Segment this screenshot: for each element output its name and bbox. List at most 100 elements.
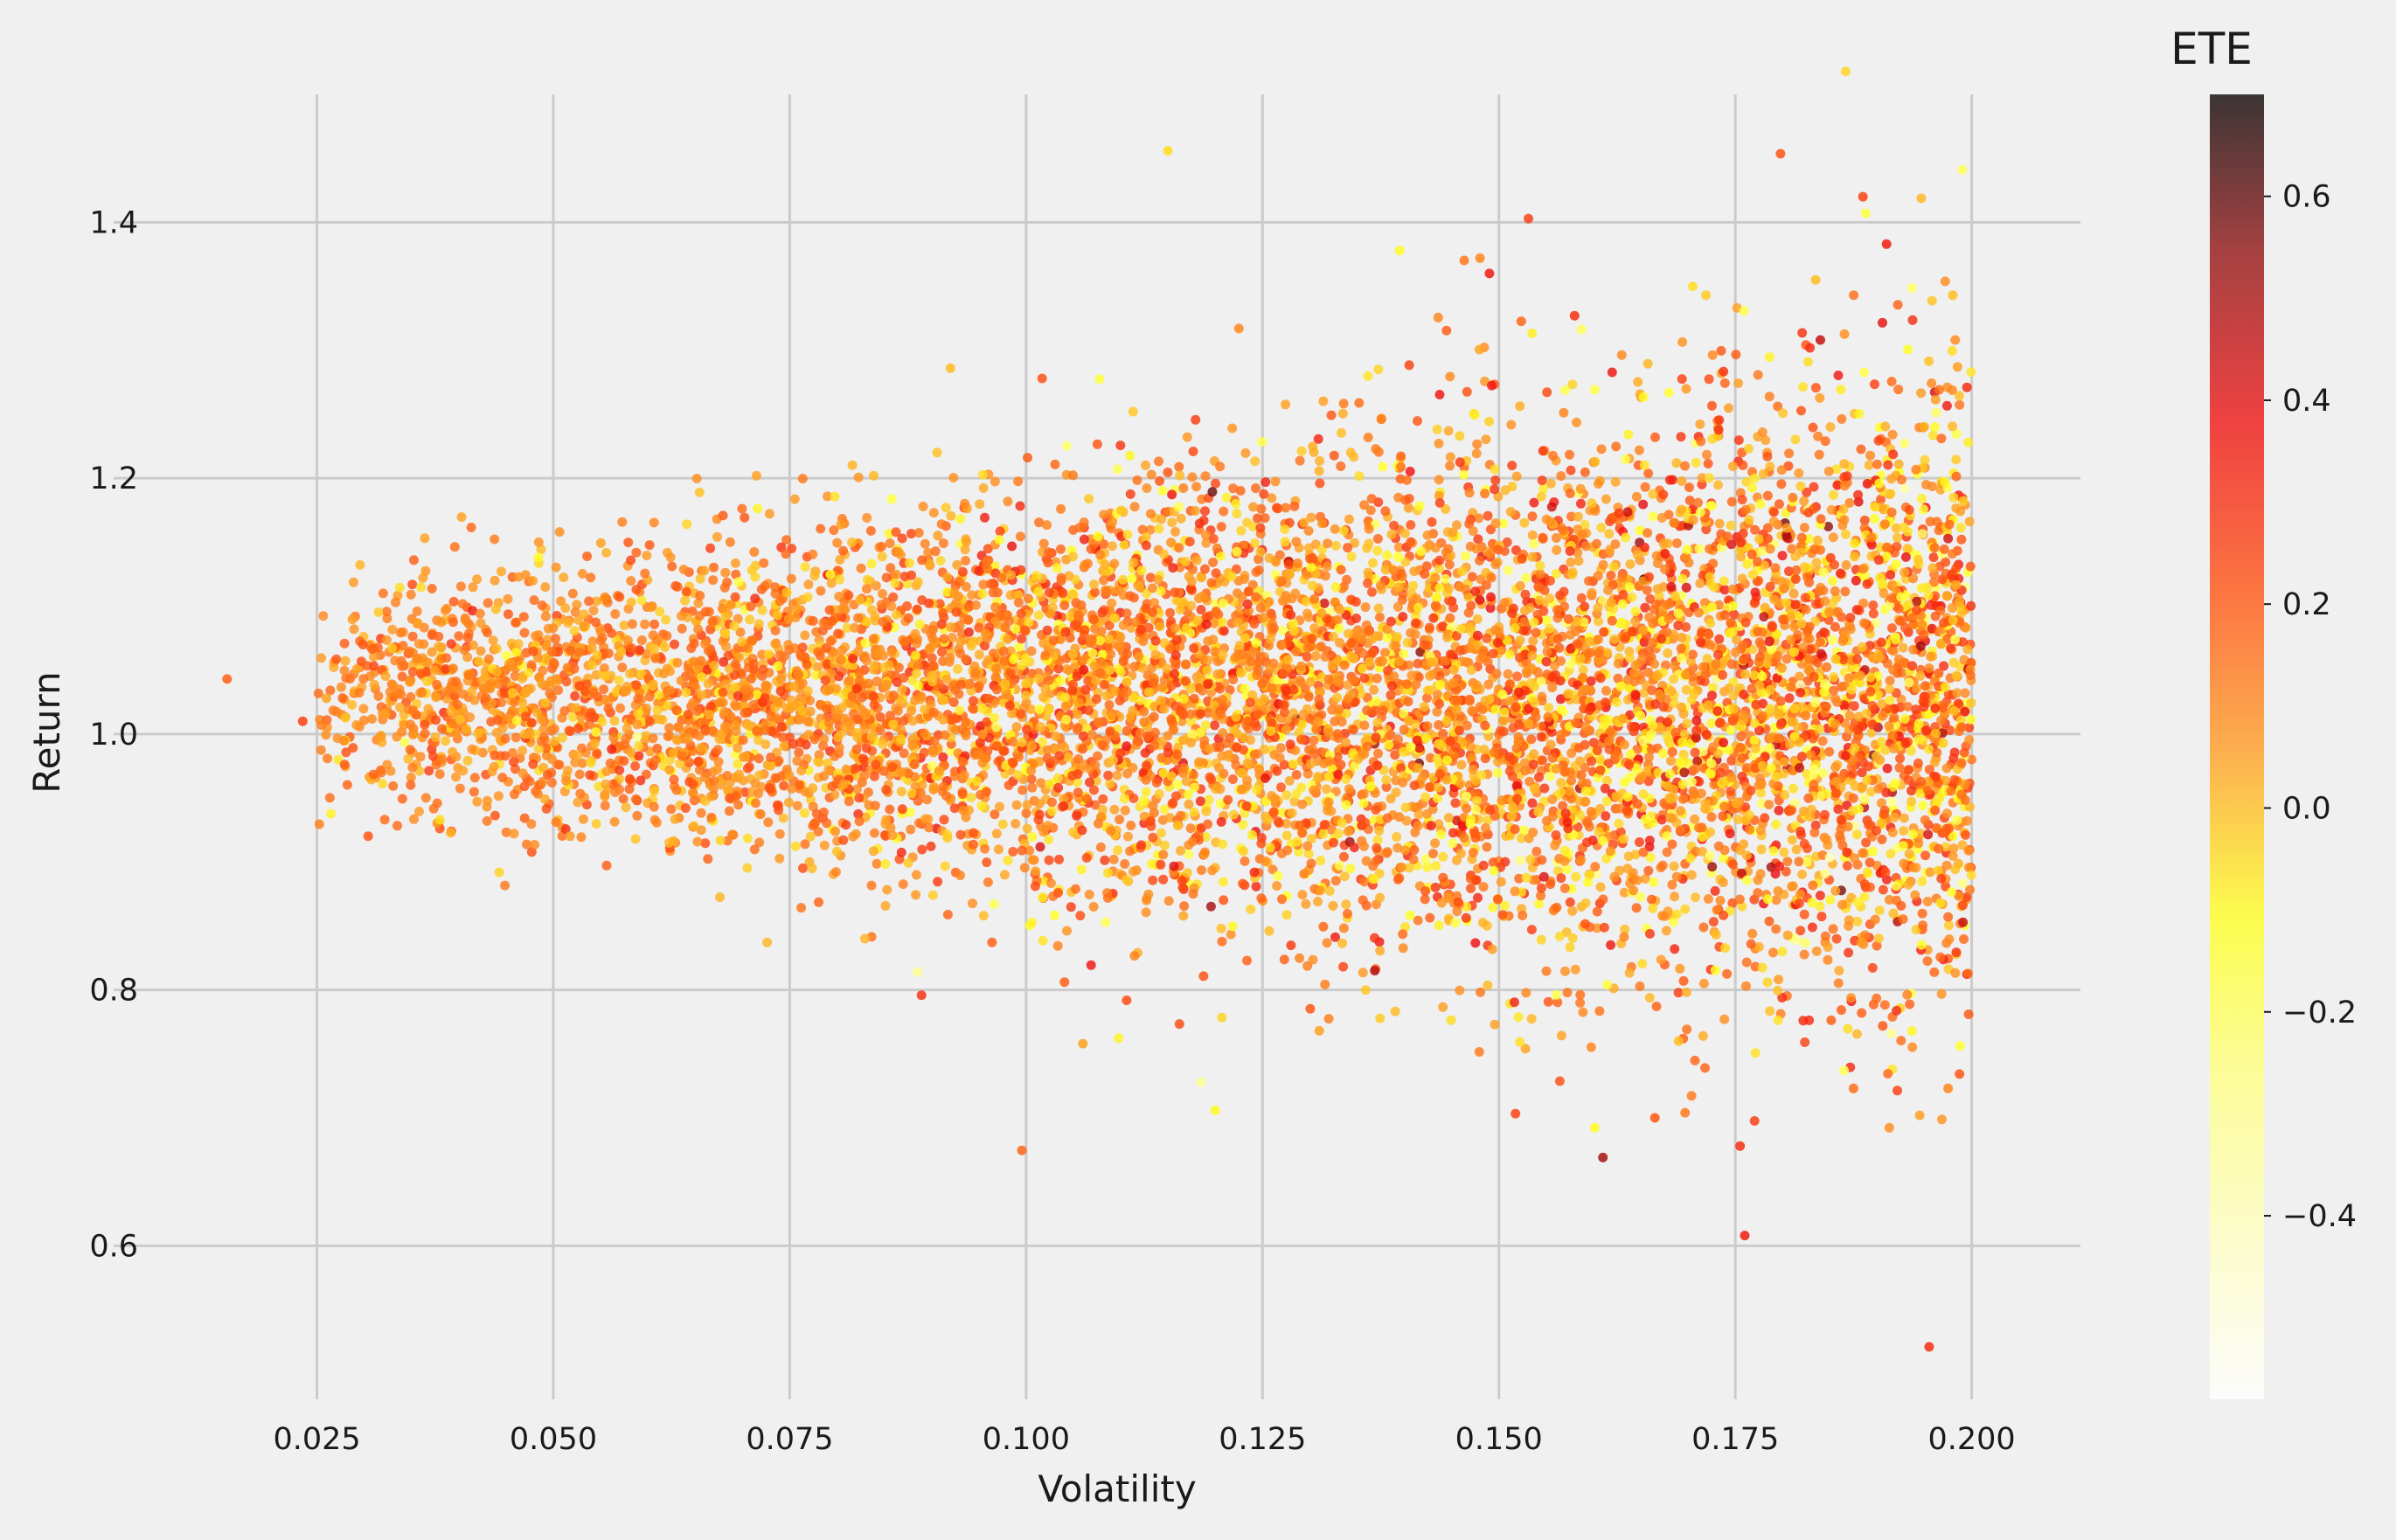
- scatter-point: [1794, 468, 1804, 478]
- scatter-point: [632, 810, 642, 821]
- scatter-point: [423, 704, 434, 714]
- scatter-point: [407, 579, 418, 590]
- scatter-point: [1318, 921, 1329, 932]
- scatter-point: [816, 524, 826, 534]
- scatter-point: [1706, 501, 1717, 511]
- scatter-point: [1346, 551, 1357, 562]
- scatter-point: [316, 745, 326, 755]
- scatter-point: [1833, 371, 1844, 380]
- scatter-point: [800, 630, 810, 641]
- scatter-point: [1503, 565, 1513, 575]
- scatter-point: [677, 623, 687, 634]
- scatter-point: [1510, 886, 1520, 897]
- scatter-point: [899, 748, 909, 759]
- scatter-point: [1602, 980, 1613, 990]
- scatter-point: [759, 558, 769, 568]
- scatter-point: [1172, 780, 1183, 790]
- scatter-point: [881, 572, 892, 583]
- scatter-point: [1373, 748, 1383, 759]
- scatter-point: [1565, 449, 1574, 460]
- scatter-point: [1687, 649, 1698, 660]
- scatter-point: [1556, 873, 1566, 884]
- scatter-point: [1338, 923, 1349, 933]
- scatter-point: [663, 732, 673, 742]
- scatter-point: [1461, 551, 1470, 561]
- scatter-point: [1256, 893, 1267, 904]
- scatter-point: [1374, 825, 1385, 836]
- scatter-point: [999, 870, 1010, 880]
- scatter-point: [1200, 506, 1210, 517]
- scatter-point: [1698, 832, 1707, 842]
- scatter-point: [1459, 255, 1469, 266]
- scatter-point: [631, 547, 642, 558]
- scatter-point: [1932, 747, 1942, 758]
- scatter-point: [1413, 915, 1423, 926]
- scatter-point: [615, 592, 625, 602]
- scatter-point: [1878, 884, 1888, 895]
- scatter-point: [1887, 579, 1898, 590]
- scatter-point: [1399, 649, 1409, 659]
- scatter-point: [1308, 954, 1318, 965]
- scatter-point: [610, 609, 621, 619]
- scatter-point: [1776, 465, 1787, 475]
- scatter-point: [1702, 449, 1712, 460]
- scatter-point: [1765, 1006, 1775, 1016]
- scatter-point: [1052, 940, 1063, 951]
- scatter-point: [789, 494, 800, 504]
- scatter-point: [1397, 862, 1406, 872]
- scatter-point: [1962, 815, 1972, 826]
- scatter-point: [937, 647, 947, 657]
- scatter-point: [1141, 540, 1151, 551]
- scatter-point: [650, 653, 661, 663]
- scatter-point: [427, 584, 437, 593]
- scatter-point: [1462, 386, 1472, 397]
- scatter-point: [982, 857, 992, 868]
- scatter-point: [983, 544, 993, 554]
- scatter-point: [876, 541, 886, 551]
- scatter-point: [1505, 507, 1516, 517]
- scatter-point: [1375, 1013, 1386, 1023]
- scatter-point: [397, 671, 407, 682]
- scatter-point: [1354, 471, 1365, 482]
- scatter-point: [1405, 910, 1415, 920]
- scatter-point: [1286, 940, 1296, 951]
- scatter-point: [1648, 511, 1658, 522]
- scatter-point: [1851, 565, 1861, 575]
- scatter-point: [1825, 422, 1836, 432]
- scatter-point: [1778, 408, 1788, 419]
- scatter-point: [579, 814, 588, 824]
- scatter-point: [1902, 544, 1913, 554]
- scatter-point: [1652, 584, 1663, 594]
- scatter-point: [927, 653, 937, 663]
- scatter-point: [1815, 891, 1825, 901]
- scatter-point: [1704, 374, 1714, 385]
- scatter-point: [1600, 783, 1610, 794]
- scatter-point: [1309, 735, 1319, 746]
- scatter-point: [1805, 343, 1816, 353]
- scatter-point: [1834, 966, 1844, 976]
- scatter-point: [1216, 816, 1226, 827]
- scatter-point: [1165, 607, 1176, 618]
- scatter-point: [866, 558, 877, 569]
- scatter-point: [1578, 1007, 1588, 1017]
- scatter-point: [1611, 791, 1622, 801]
- scatter-point: [601, 547, 612, 558]
- scatter-point: [1455, 431, 1465, 441]
- scatter-point: [1784, 448, 1795, 459]
- scatter-point: [963, 614, 974, 625]
- scatter-point: [1178, 911, 1189, 921]
- scatter-point: [1896, 900, 1906, 911]
- scatter-point: [490, 575, 500, 586]
- scatter-point: [1627, 592, 1637, 602]
- scatter-point: [1880, 421, 1891, 432]
- scatter-point: [667, 561, 677, 572]
- scatter-point: [1851, 575, 1861, 586]
- scatter-point: [1077, 864, 1087, 875]
- scatter-point: [1010, 819, 1021, 829]
- scatter-point: [672, 705, 682, 716]
- scatter-point: [1506, 420, 1517, 430]
- scatter-point: [1450, 798, 1461, 808]
- scatter-point: [1215, 461, 1226, 472]
- scatter-point: [1170, 526, 1181, 537]
- scatter-point: [1788, 881, 1798, 891]
